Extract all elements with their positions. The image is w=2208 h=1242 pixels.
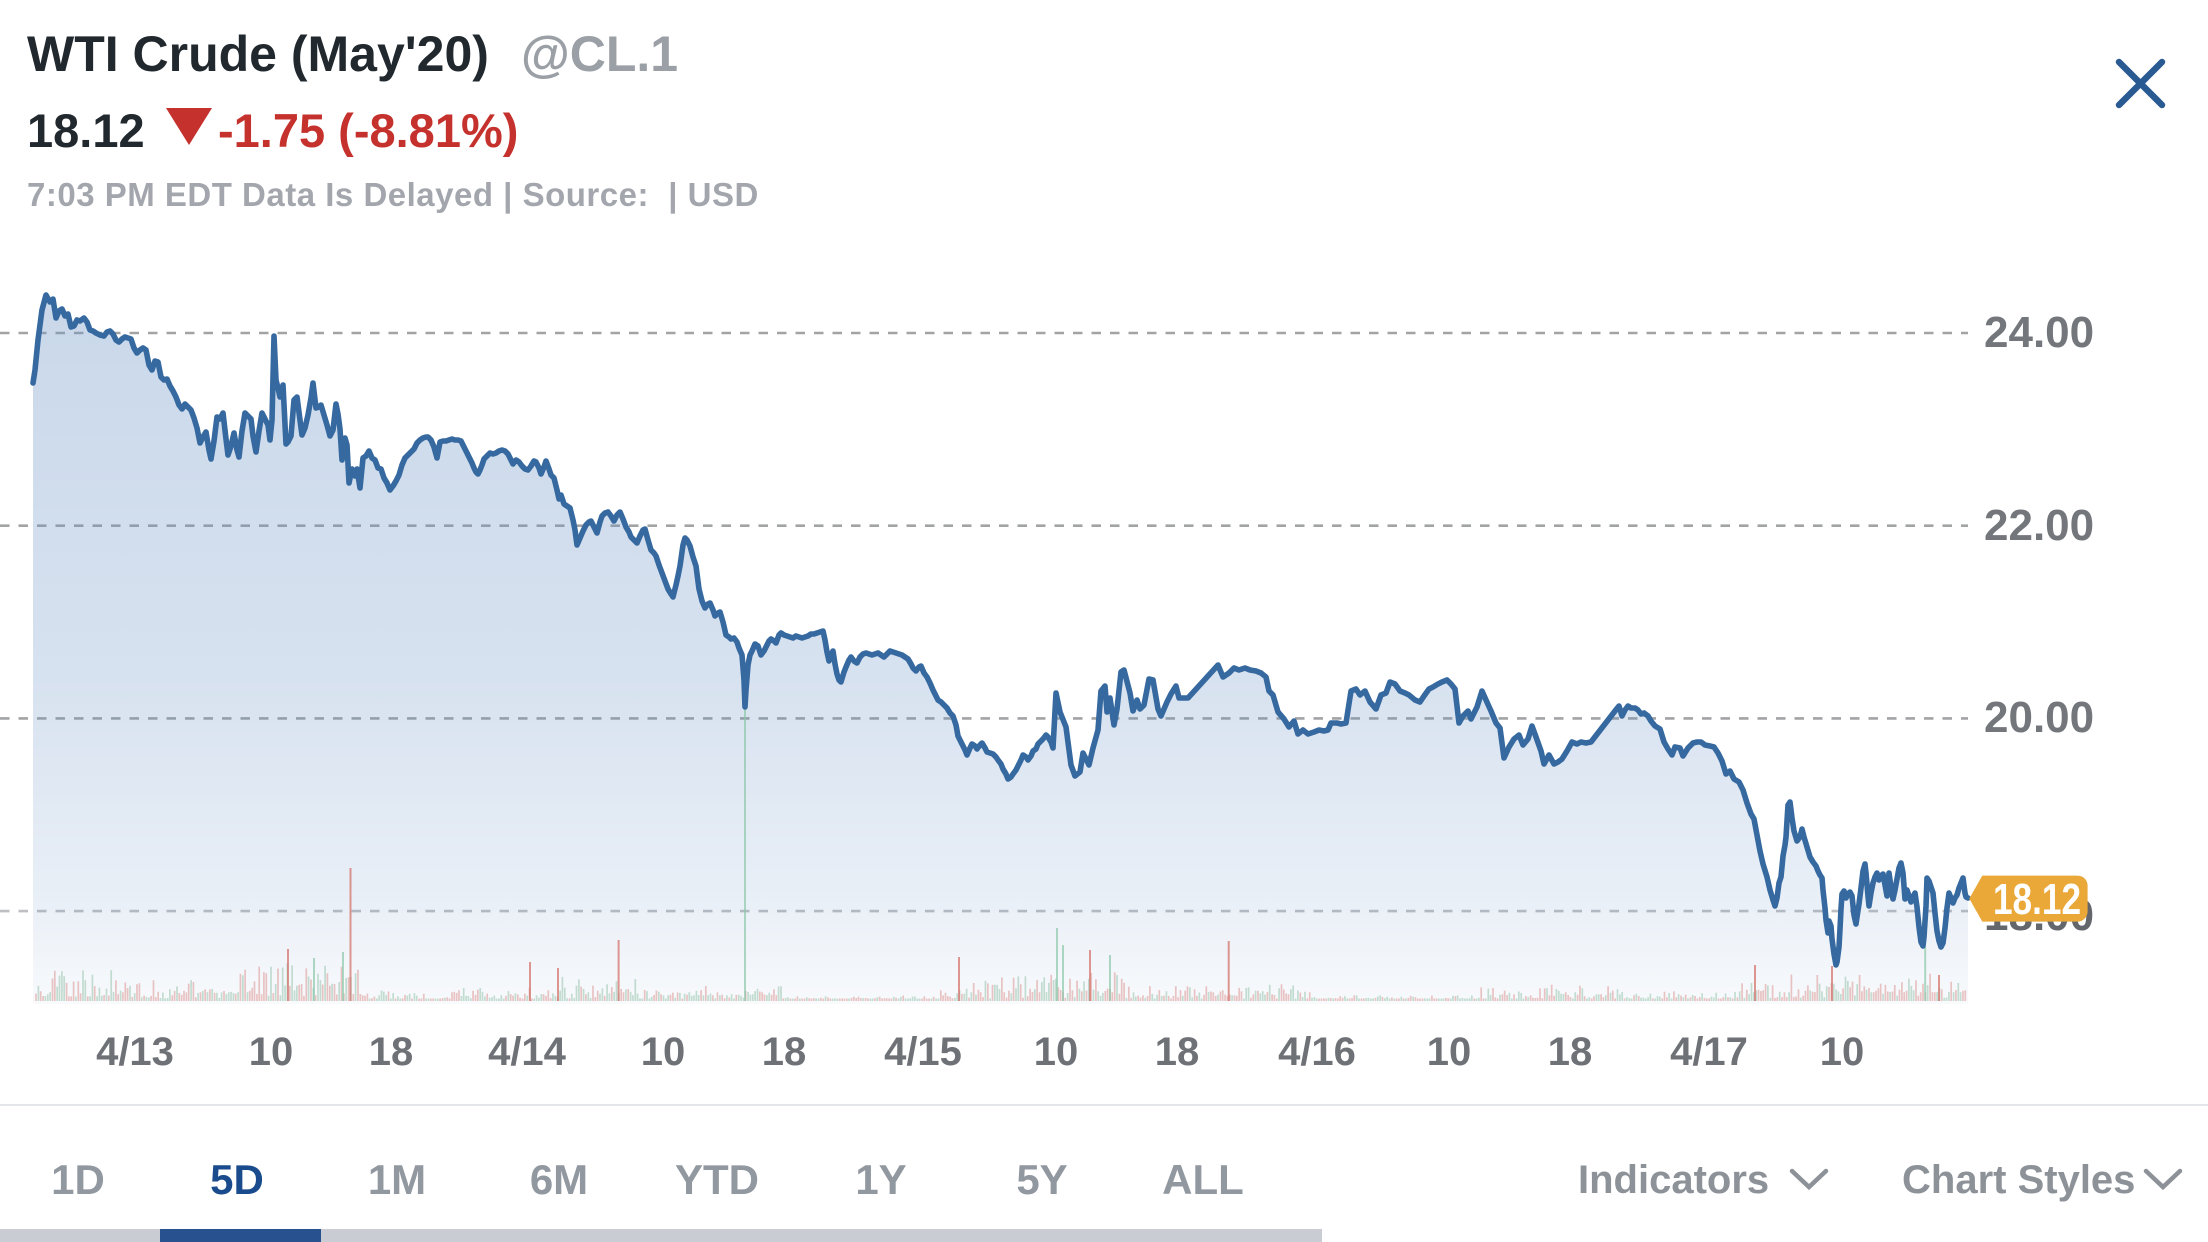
svg-text:18.12: 18.12 bbox=[1993, 875, 2081, 924]
